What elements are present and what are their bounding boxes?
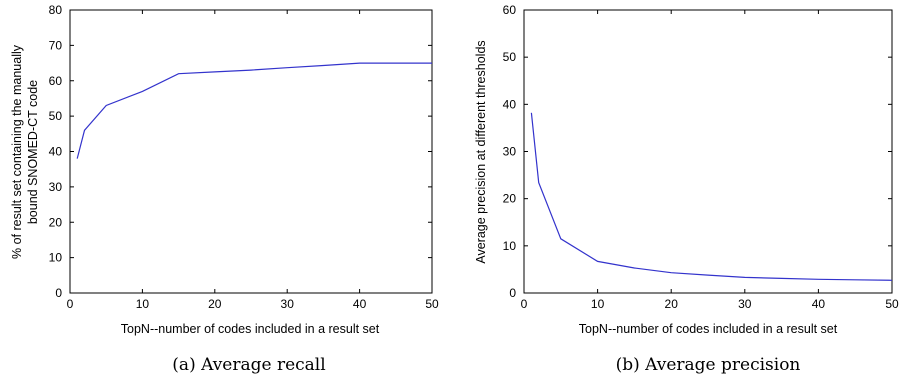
recall-y-tick-label: 40 xyxy=(49,145,63,159)
recall-x-tick-label: 0 xyxy=(67,297,74,311)
precision-y-axis-label: Average precision at different threshold… xyxy=(474,40,488,263)
precision-x-tick-label: 30 xyxy=(738,297,752,311)
precision-y-tick-label: 20 xyxy=(503,192,517,206)
precision-y-tick-label: 60 xyxy=(503,3,517,17)
recall-y-tick-label: 80 xyxy=(49,3,63,17)
precision-y-tick-label: 40 xyxy=(503,97,517,111)
recall-x-tick-label: 10 xyxy=(136,297,150,311)
recall-y-axis-label-line-2: bound SNOMED-CT code xyxy=(26,80,40,224)
precision-caption: (b) Average precision xyxy=(616,355,801,375)
precision-x-tick-label: 50 xyxy=(885,297,899,311)
recall-y-axis-label-line-1: % of result set containing the manually xyxy=(10,44,24,259)
precision-x-tick-label: 40 xyxy=(812,297,826,311)
recall-y-tick-label: 0 xyxy=(55,286,62,300)
recall-y-tick-label: 30 xyxy=(49,180,63,194)
precision-y-tick-label: 10 xyxy=(503,239,517,253)
precision-y-tick-label: 0 xyxy=(509,286,516,300)
recall-y-tick-label: 20 xyxy=(49,215,63,229)
recall-x-tick-label: 50 xyxy=(425,297,439,311)
recall-y-tick-label: 60 xyxy=(49,74,63,88)
recall-caption: (a) Average recall xyxy=(172,355,325,375)
recall-chart-panel: % of result set containing the manually … xyxy=(10,3,439,375)
precision-series-line xyxy=(530,112,893,281)
precision-x-axis-label: TopN--number of codes included in a resu… xyxy=(579,322,838,336)
precision-y-tick-label: 50 xyxy=(503,50,517,64)
precision-x-tick-label: 0 xyxy=(521,297,528,311)
recall-y-tick-label: 70 xyxy=(49,38,63,52)
recall-x-tick-label: 20 xyxy=(208,297,222,311)
precision-x-tick-label: 20 xyxy=(665,297,679,311)
recall-y-tick-label: 10 xyxy=(49,251,63,265)
recall-plot-frame xyxy=(69,9,433,294)
precision-x-tick-label: 10 xyxy=(591,297,605,311)
recall-series-line xyxy=(76,62,432,159)
precision-chart-panel: Average precision at different threshold… xyxy=(474,3,899,375)
recall-y-tick-label: 50 xyxy=(49,109,63,123)
recall-x-tick-label: 30 xyxy=(281,297,295,311)
precision-y-tick-label: 30 xyxy=(503,145,517,159)
recall-x-axis-label: TopN--number of codes included in a resu… xyxy=(121,322,380,336)
recall-x-tick-label: 40 xyxy=(353,297,367,311)
